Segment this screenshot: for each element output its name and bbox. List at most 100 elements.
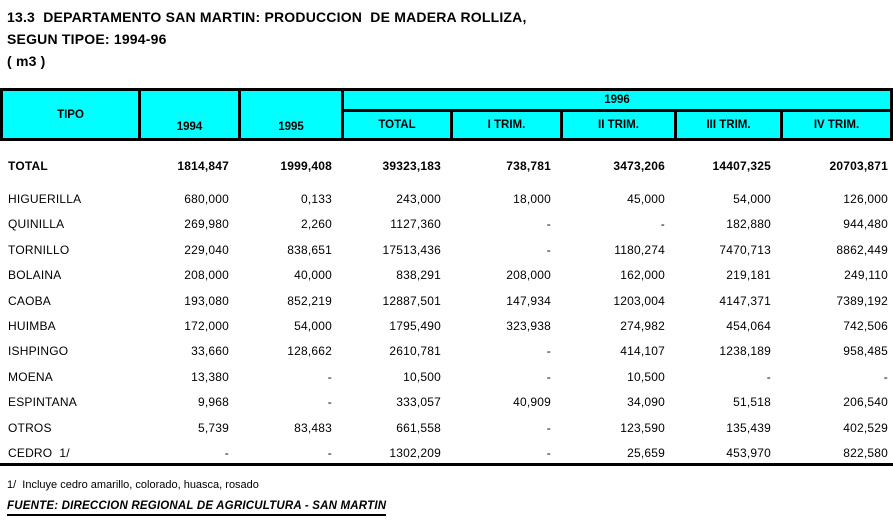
cell-1996-trim-1: - [546, 445, 551, 460]
row-label: BOLAINA [8, 268, 62, 283]
table-row: TOTAL 1814,847 1999,408 39323,183 738,78… [0, 153, 893, 178]
table-header: TIPO 1994 1995 1996 TOTAL I TRIM. II TRI… [0, 88, 893, 141]
row-label: ISHPINGO [8, 344, 69, 359]
cell-1996-trim-2: 25,659 [627, 445, 665, 460]
cell-1995: 83,483 [294, 420, 332, 435]
cell-1996-total: 10,500 [403, 369, 441, 384]
cell-1996-trim-1: 323,938 [506, 319, 551, 334]
cell-1996-trim-4: 206,540 [843, 395, 888, 410]
row-label: QUINILLA [8, 217, 65, 232]
table-row: CEDRO 1/ - - 1302,209 - 25,659 453,970 8… [0, 440, 893, 465]
cell-1994: 172,000 [184, 319, 229, 334]
cell-1996-total: 838,291 [396, 268, 441, 283]
cell-1996-trim-2: - [660, 217, 665, 232]
cell-1996-total: 243,000 [396, 192, 441, 207]
cell-1996-trim-1: 40,909 [513, 395, 551, 410]
cell-1996-trim-4: 20703,871 [829, 158, 888, 173]
cell-1994: - [224, 445, 229, 460]
cell-1994: 680,000 [184, 192, 229, 207]
table-row: CAOBA 193,080 852,219 12887,501 147,934 … [0, 288, 893, 313]
cell-1996-trim-4: 7389,192 [836, 293, 888, 308]
cell-1996-trim-1: - [546, 344, 551, 359]
cell-1996-trim-3: 453,970 [726, 445, 771, 460]
cell-1995: - [327, 445, 332, 460]
row-label: TOTAL [8, 158, 48, 173]
cell-1996-trim-1: 738,781 [506, 158, 551, 173]
cell-1996-trim-4: - [883, 369, 888, 384]
cell-1996-trim-2: 162,000 [620, 268, 665, 283]
column-header-1996-trim-1: I TRIM. [453, 112, 563, 138]
cell-1994: 208,000 [184, 268, 229, 283]
cell-1996-trim-2: 34,090 [627, 395, 665, 410]
cell-1996-trim-3: 219,181 [726, 268, 771, 283]
page-title-line1: 13.3 DEPARTAMENTO SAN MARTIN: PRODUCCION… [7, 9, 527, 25]
cell-1996-trim-1: - [546, 420, 551, 435]
cell-1995: 0,133 [300, 192, 332, 207]
cell-1996-trim-2: 123,590 [620, 420, 665, 435]
table-row: MOENA 13,380 - 10,500 - 10,500 - - [0, 364, 893, 389]
cell-1996-trim-3: 1238,189 [719, 344, 771, 359]
row-label: HIGUERILLA [8, 192, 82, 207]
cell-1996-trim-1: 208,000 [506, 268, 551, 283]
cell-1996-trim-2: 274,982 [620, 319, 665, 334]
cell-1995: - [327, 395, 332, 410]
cell-1995: 128,662 [287, 344, 332, 359]
cell-1994: 13,380 [191, 369, 229, 384]
column-header-1996-trim-4: IV TRIM. [813, 119, 860, 131]
cell-1996-trim-1: 147,934 [506, 293, 551, 308]
cell-1994: 193,080 [184, 293, 229, 308]
cell-1996-trim-3: 7470,713 [719, 242, 771, 257]
cell-1996-trim-1: - [546, 242, 551, 257]
cell-1996-total: 17513,436 [382, 242, 441, 257]
cell-1996-trim-1: 18,000 [513, 192, 551, 207]
table-row: HUIMBA 172,000 54,000 1795,490 323,938 2… [0, 313, 893, 338]
cell-1996-total: 1302,209 [389, 445, 441, 460]
page-title-unit: ( m3 ) [7, 53, 46, 69]
row-label: MOENA [8, 369, 54, 384]
table-row: TORNILLO 229,040 838,651 17513,436 - 118… [0, 237, 893, 262]
cell-1996-trim-3: 14407,325 [712, 158, 771, 173]
source-line: FUENTE: DIRECCION REGIONAL DE AGRICULTUR… [7, 500, 387, 516]
cell-1994: 269,980 [184, 217, 229, 232]
cell-1996-trim-2: 3473,206 [613, 158, 665, 173]
cell-1995: 838,651 [287, 242, 332, 257]
row-label: TORNILLO [8, 242, 70, 257]
cell-1994: 1814,847 [177, 158, 229, 173]
table-row: HIGUERILLA 680,000 0,133 243,000 18,000 … [0, 186, 893, 211]
cell-1996-trim-4: 742,506 [843, 319, 888, 334]
cell-1995: 40,000 [294, 268, 332, 283]
cell-1996-trim-4: 249,110 [844, 268, 888, 283]
cell-1996-trim-4: 402,529 [843, 420, 888, 435]
row-label: ESPINTANA [8, 395, 77, 410]
cell-1994: 5,739 [197, 420, 229, 435]
table-row: QUINILLA 269,980 2,260 1127,360 - - 182,… [0, 212, 893, 237]
cell-1996-trim-4: 126,000 [843, 192, 888, 207]
column-group-1996: 1996 [344, 91, 890, 112]
column-header-tipo: TIPO [3, 91, 141, 138]
cell-1996-total: 1127,360 [390, 217, 441, 232]
column-header-1996-total: TOTAL [344, 112, 453, 138]
row-label: HUIMBA [8, 319, 56, 334]
cell-1995: 54,000 [294, 319, 332, 334]
table-body: TOTAL 1814,847 1999,408 39323,183 738,78… [0, 141, 893, 466]
row-label: CAOBA [8, 293, 52, 308]
cell-1994: 33,660 [191, 344, 229, 359]
cell-1996-trim-2: 10,500 [627, 369, 665, 384]
row-label: OTROS [8, 420, 52, 435]
cell-1996-trim-4: 958,485 [843, 344, 888, 359]
title-block: 13.3 DEPARTAMENTO SAN MARTIN: PRODUCCION… [7, 6, 527, 72]
cell-1994: 229,040 [184, 242, 229, 257]
cell-1996-total: 1795,490 [389, 319, 441, 334]
footnote: 1/ Incluye cedro amarillo, colorado, hua… [7, 479, 259, 491]
cell-1996-trim-2: 414,107 [620, 344, 665, 359]
cell-1996-trim-2: 1203,004 [613, 293, 665, 308]
cell-1996-trim-3: 135,439 [726, 420, 771, 435]
cell-1996-trim-2: 45,000 [627, 192, 665, 207]
cell-1996-total: 12887,501 [382, 293, 441, 308]
column-header-1994: 1994 [141, 91, 241, 138]
cell-1994: 9,968 [197, 395, 229, 410]
cell-1995: 852,219 [287, 293, 332, 308]
column-header-1996-trim-3: III TRIM. [677, 112, 783, 138]
cell-1996-trim-3: 51,518 [733, 395, 771, 410]
